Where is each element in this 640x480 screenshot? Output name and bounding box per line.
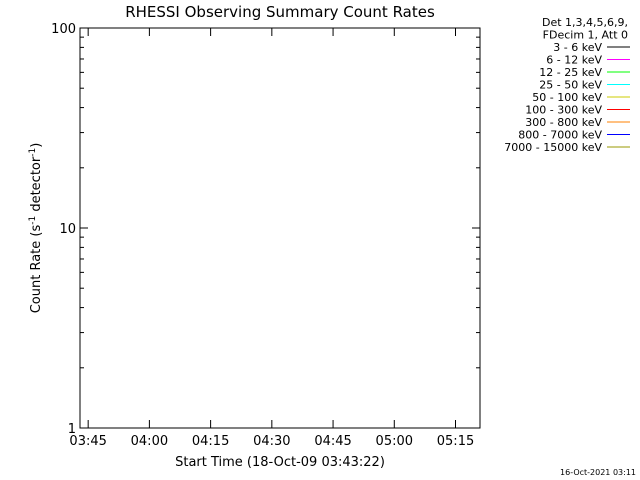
x-axis-label: Start Time (18-Oct-09 03:43:22) xyxy=(175,455,385,470)
x-tick-label: 04:00 xyxy=(131,434,168,449)
y-axis: 1 10 100 xyxy=(51,22,480,437)
x-tick-label: 04:15 xyxy=(192,434,229,449)
y-tick-label: 100 xyxy=(51,22,76,37)
legend: Det 1,3,4,5,6,9,FDecim 1, Att 03 - 6 keV… xyxy=(504,16,630,154)
legend-header: Det 1,3,4,5,6,9, xyxy=(542,16,628,29)
legend-entry-6: 300 - 800 keV xyxy=(525,116,602,129)
legend-entry-1: 6 - 12 keV xyxy=(546,54,602,67)
legend-header: FDecim 1, Att 0 xyxy=(543,29,628,42)
x-tick-label: 04:45 xyxy=(314,434,351,449)
legend-entry-5: 100 - 300 keV xyxy=(525,104,602,117)
legend-entry-0: 3 - 6 keV xyxy=(553,41,602,54)
footer-timestamp: 16-Oct-2021 03:11 xyxy=(560,468,636,477)
plot-area xyxy=(79,27,481,429)
y-tick-label: 1 xyxy=(68,422,76,437)
x-tick-label: 05:15 xyxy=(437,434,474,449)
y-tick-label: 10 xyxy=(59,222,76,237)
legend-entry-2: 12 - 25 keV xyxy=(539,66,602,79)
legend-entry-3: 25 - 50 keV xyxy=(539,79,602,92)
chart-title: RHESSI Observing Summary Count Rates xyxy=(125,3,435,21)
legend-entry-7: 800 - 7000 keV xyxy=(518,129,602,142)
legend-entry-4: 50 - 100 keV xyxy=(532,91,602,104)
plot-frame xyxy=(79,27,481,429)
x-axis: 03:45 04:00 04:15 04:30 04:45 05:00 05:15 xyxy=(69,28,474,449)
y-axis-label: Count Rate (s-1 detector-1) xyxy=(28,143,44,314)
legend-entry-8: 7000 - 15000 keV xyxy=(504,141,602,154)
x-tick-label: 05:00 xyxy=(376,434,413,449)
x-tick-label: 03:45 xyxy=(69,434,106,449)
x-tick-label: 04:30 xyxy=(253,434,290,449)
